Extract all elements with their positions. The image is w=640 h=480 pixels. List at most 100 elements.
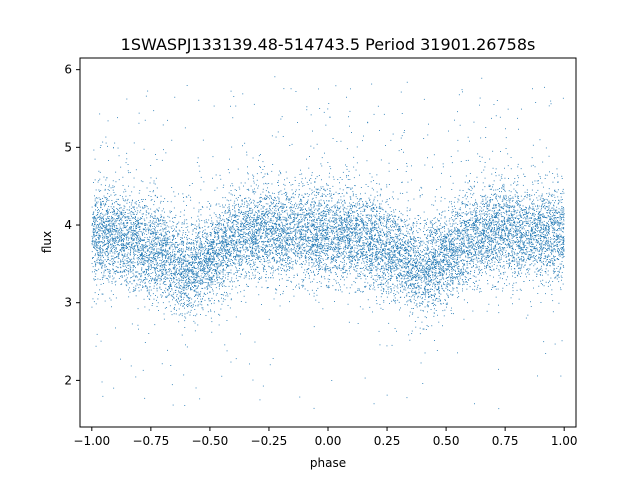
scatter-point [291, 143, 293, 145]
scatter-point [498, 269, 500, 271]
scatter-point [298, 226, 300, 228]
scatter-point [525, 209, 527, 210]
scatter-point [268, 206, 270, 208]
scatter-point [227, 239, 229, 241]
scatter-point [339, 264, 340, 266]
scatter-point [428, 282, 430, 284]
scatter-point [347, 273, 348, 275]
scatter-point [290, 227, 292, 229]
scatter-point [532, 206, 534, 208]
scatter-point [544, 255, 546, 257]
scatter-point [154, 228, 155, 230]
scatter-point [343, 272, 345, 273]
scatter-point [311, 253, 313, 255]
scatter-point [277, 229, 279, 231]
scatter-point [400, 250, 401, 252]
scatter-point [208, 264, 209, 266]
scatter-point [360, 278, 362, 280]
scatter-point [182, 287, 184, 289]
scatter-point [365, 257, 366, 259]
scatter-point [275, 217, 276, 218]
scatter-point [231, 247, 233, 249]
scatter-point [186, 223, 188, 225]
scatter-point [486, 248, 488, 250]
scatter-point [189, 297, 190, 299]
scatter-point [394, 264, 396, 266]
scatter-point [450, 239, 452, 241]
scatter-point [212, 156, 214, 158]
scatter-point [480, 291, 482, 292]
scatter-point [457, 232, 459, 234]
scatter-point [235, 272, 237, 273]
scatter-point [180, 297, 182, 298]
scatter-point [305, 214, 307, 215]
scatter-point [307, 242, 309, 244]
scatter-point [158, 223, 160, 225]
scatter-point [289, 215, 291, 217]
scatter-point [452, 277, 454, 279]
scatter-point [416, 221, 418, 223]
scatter-point [459, 274, 460, 276]
scatter-point [459, 255, 461, 257]
scatter-point [249, 207, 250, 209]
scatter-point [369, 199, 371, 201]
scatter-point [449, 229, 451, 231]
scatter-point [341, 218, 342, 220]
scatter-point [356, 242, 358, 244]
scatter-point [172, 221, 174, 223]
scatter-point [493, 217, 495, 218]
scatter-point [513, 217, 515, 219]
scatter-point [383, 290, 384, 292]
scatter-point [217, 274, 219, 276]
scatter-point [556, 222, 558, 224]
scatter-point [277, 219, 279, 221]
scatter-point [356, 251, 358, 253]
scatter-point [310, 246, 312, 248]
scatter-point [292, 237, 294, 239]
scatter-point [409, 311, 411, 313]
scatter-point [149, 216, 151, 218]
scatter-point [131, 217, 133, 219]
scatter-point [439, 271, 441, 273]
scatter-point [455, 233, 457, 235]
scatter-point [218, 228, 220, 230]
scatter-point [287, 279, 289, 281]
scatter-point [158, 218, 160, 220]
scatter-point [227, 226, 229, 228]
scatter-point [461, 222, 463, 223]
scatter-point [261, 235, 263, 237]
scatter-point [333, 224, 335, 225]
scatter-point [301, 181, 302, 183]
scatter-point [176, 264, 177, 266]
scatter-point [356, 219, 358, 221]
scatter-point [126, 260, 128, 262]
scatter-point [437, 275, 439, 277]
scatter-point [307, 213, 309, 215]
scatter-point [183, 214, 185, 216]
scatter-point [167, 230, 169, 232]
scatter-point [159, 249, 161, 251]
scatter-point [481, 242, 483, 244]
scatter-point [494, 232, 496, 234]
scatter-point [310, 270, 311, 271]
scatter-point [383, 273, 385, 275]
scatter-point [516, 195, 518, 197]
scatter-point [464, 203, 466, 205]
scatter-point [317, 218, 318, 220]
scatter-point [386, 235, 388, 237]
scatter-point [336, 266, 338, 268]
scatter-point [462, 212, 464, 214]
scatter-point [512, 257, 514, 259]
scatter-point [486, 265, 488, 266]
scatter-point [547, 245, 549, 247]
scatter-point [495, 286, 497, 287]
scatter-point [291, 232, 293, 234]
scatter-point [337, 268, 338, 270]
scatter-point [194, 227, 195, 229]
scatter-point [477, 228, 479, 230]
scatter-point [207, 292, 208, 294]
scatter-point [495, 252, 496, 254]
scatter-point [428, 264, 430, 266]
scatter-point [552, 261, 554, 263]
scatter-point [459, 239, 461, 241]
